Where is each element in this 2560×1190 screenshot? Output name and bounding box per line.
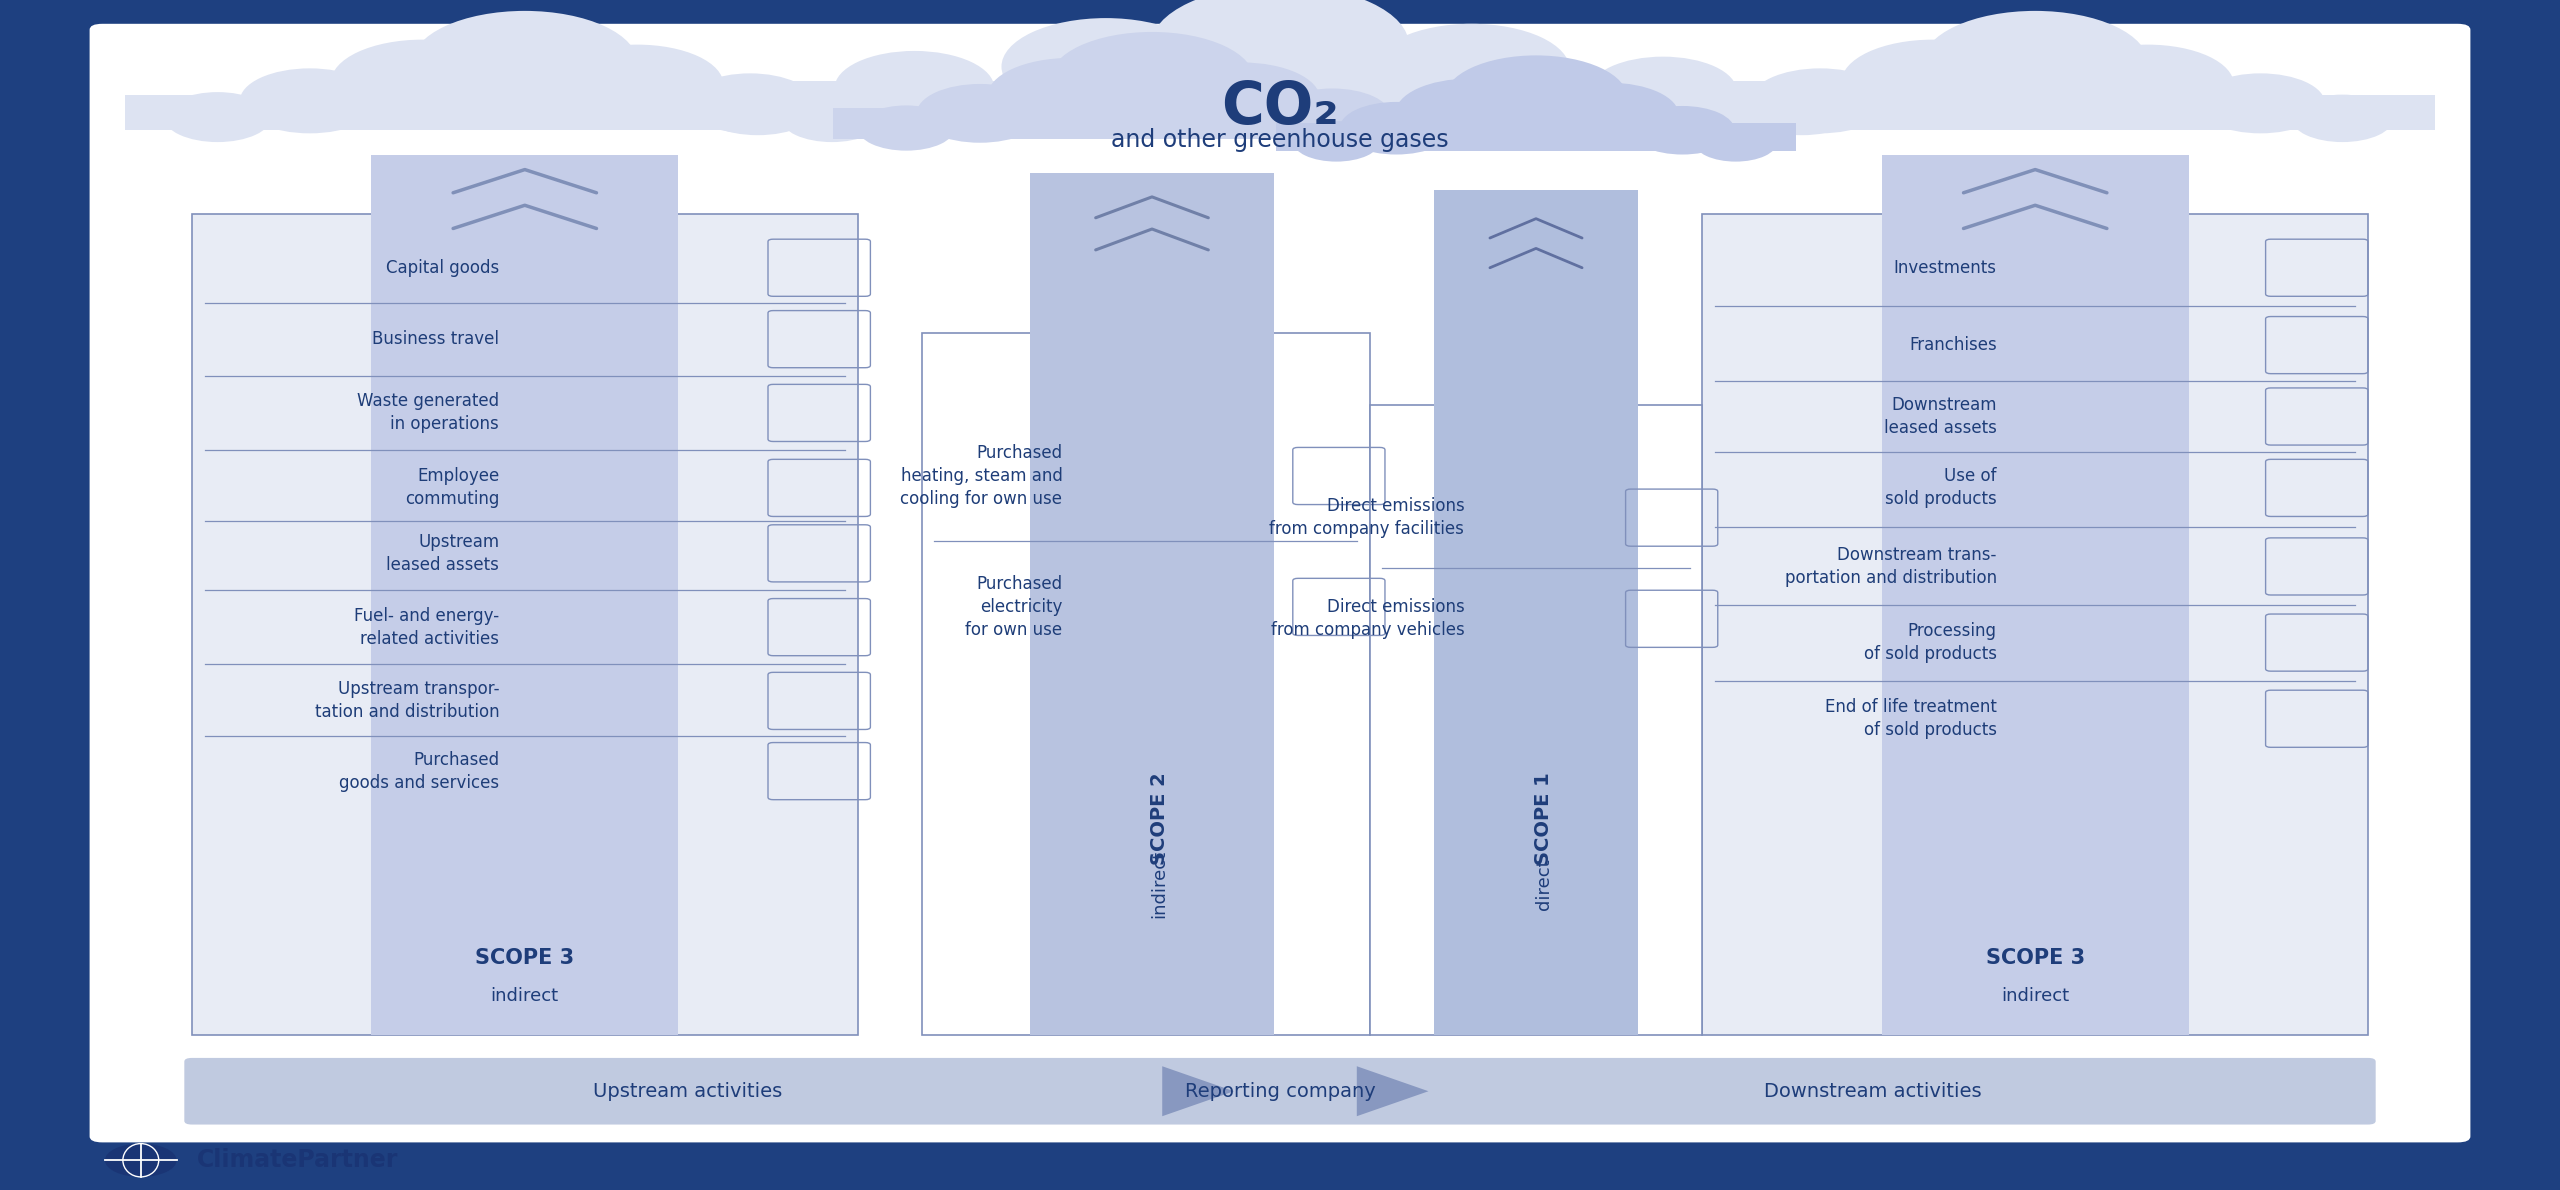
FancyBboxPatch shape	[125, 95, 924, 130]
Text: Direct emissions
from company facilities: Direct emissions from company facilities	[1270, 497, 1464, 538]
FancyBboxPatch shape	[1434, 190, 1638, 1035]
Text: Fuel- and energy-
related activities: Fuel- and energy- related activities	[353, 607, 499, 647]
FancyBboxPatch shape	[184, 1058, 2376, 1125]
Circle shape	[2061, 45, 2235, 125]
FancyBboxPatch shape	[1277, 124, 1795, 151]
Circle shape	[1674, 92, 1782, 142]
Circle shape	[1152, 0, 1408, 105]
Circle shape	[1372, 24, 1569, 115]
Circle shape	[164, 92, 271, 142]
Text: indirect: indirect	[2002, 987, 2068, 1006]
Circle shape	[988, 58, 1152, 134]
FancyBboxPatch shape	[832, 108, 1472, 139]
FancyBboxPatch shape	[1882, 155, 2189, 1035]
Text: Processing
of sold products: Processing of sold products	[1864, 622, 1997, 663]
Text: indirect: indirect	[1149, 850, 1170, 919]
Text: Purchased
electricity
for own use: Purchased electricity for own use	[965, 575, 1062, 639]
Text: Downstream
leased assets: Downstream leased assets	[1884, 396, 1997, 437]
Text: Purchased
goods and services: Purchased goods and services	[338, 751, 499, 791]
Text: SCOPE 3: SCOPE 3	[476, 948, 573, 967]
Text: indirect: indirect	[492, 987, 558, 1006]
Text: SCOPE 3: SCOPE 3	[1987, 948, 2084, 967]
Circle shape	[858, 106, 955, 151]
Circle shape	[105, 1144, 177, 1177]
Text: ClimatePartner: ClimatePartner	[197, 1148, 399, 1172]
FancyBboxPatch shape	[192, 214, 858, 1035]
Circle shape	[686, 74, 814, 133]
Circle shape	[1590, 57, 1736, 125]
Text: direct: direct	[1533, 858, 1554, 910]
Text: SCOPE 2: SCOPE 2	[1149, 772, 1170, 865]
Circle shape	[1841, 39, 2025, 125]
Circle shape	[1695, 124, 1777, 162]
Text: Capital goods: Capital goods	[387, 258, 499, 277]
FancyBboxPatch shape	[1702, 214, 2368, 1035]
Text: SCOPE 1: SCOPE 1	[1533, 772, 1554, 865]
Text: Reporting company: Reporting company	[1185, 1082, 1375, 1101]
Circle shape	[1352, 108, 1444, 151]
Circle shape	[241, 68, 379, 133]
Text: Franchises: Franchises	[1910, 336, 1997, 355]
Circle shape	[1339, 102, 1454, 155]
Circle shape	[1050, 32, 1254, 127]
Circle shape	[1001, 18, 1211, 115]
Text: End of life treatment
of sold products: End of life treatment of sold products	[1825, 699, 1997, 739]
FancyBboxPatch shape	[1636, 95, 2435, 130]
FancyBboxPatch shape	[922, 333, 1370, 1035]
Text: Upstream
leased assets: Upstream leased assets	[387, 533, 499, 574]
Circle shape	[550, 45, 724, 125]
Text: Use of
sold products: Use of sold products	[1884, 468, 1997, 508]
Text: CO₂: CO₂	[1221, 79, 1339, 136]
Circle shape	[1395, 79, 1544, 148]
Text: Upstream activities: Upstream activities	[594, 1082, 781, 1101]
Text: Business travel: Business travel	[371, 330, 499, 349]
FancyBboxPatch shape	[371, 155, 678, 1035]
Circle shape	[696, 79, 819, 136]
Circle shape	[1631, 106, 1736, 155]
Circle shape	[1743, 81, 1861, 136]
Circle shape	[2291, 95, 2394, 142]
FancyBboxPatch shape	[1370, 405, 1702, 1035]
Circle shape	[330, 39, 515, 125]
Text: Investments: Investments	[1894, 258, 1997, 277]
Circle shape	[412, 11, 637, 115]
Text: Purchased
heating, steam and
cooling for own use: Purchased heating, steam and cooling for…	[901, 444, 1062, 508]
Circle shape	[1293, 121, 1380, 162]
Text: Waste generated
in operations: Waste generated in operations	[356, 393, 499, 433]
Circle shape	[1165, 63, 1321, 134]
Circle shape	[1923, 11, 2148, 115]
Circle shape	[1444, 56, 1628, 140]
Circle shape	[1539, 83, 1679, 148]
Text: Upstream transpor-
tation and distribution: Upstream transpor- tation and distributi…	[315, 681, 499, 721]
Circle shape	[835, 51, 993, 125]
Circle shape	[916, 84, 1044, 143]
FancyBboxPatch shape	[602, 81, 1958, 121]
Text: and other greenhouse gases: and other greenhouse gases	[1111, 129, 1449, 152]
Polygon shape	[1357, 1066, 1428, 1116]
Circle shape	[2196, 74, 2324, 133]
Polygon shape	[1162, 1066, 1234, 1116]
Circle shape	[1275, 88, 1390, 143]
Circle shape	[1751, 68, 1889, 133]
FancyBboxPatch shape	[1032, 173, 1275, 1035]
Text: Employee
commuting: Employee commuting	[404, 468, 499, 508]
FancyBboxPatch shape	[90, 24, 2470, 1142]
Text: Downstream activities: Downstream activities	[1764, 1082, 1981, 1101]
Text: Direct emissions
from company vehicles: Direct emissions from company vehicles	[1270, 599, 1464, 639]
Text: Downstream trans-
portation and distribution: Downstream trans- portation and distribu…	[1784, 546, 1997, 587]
Circle shape	[781, 95, 883, 142]
